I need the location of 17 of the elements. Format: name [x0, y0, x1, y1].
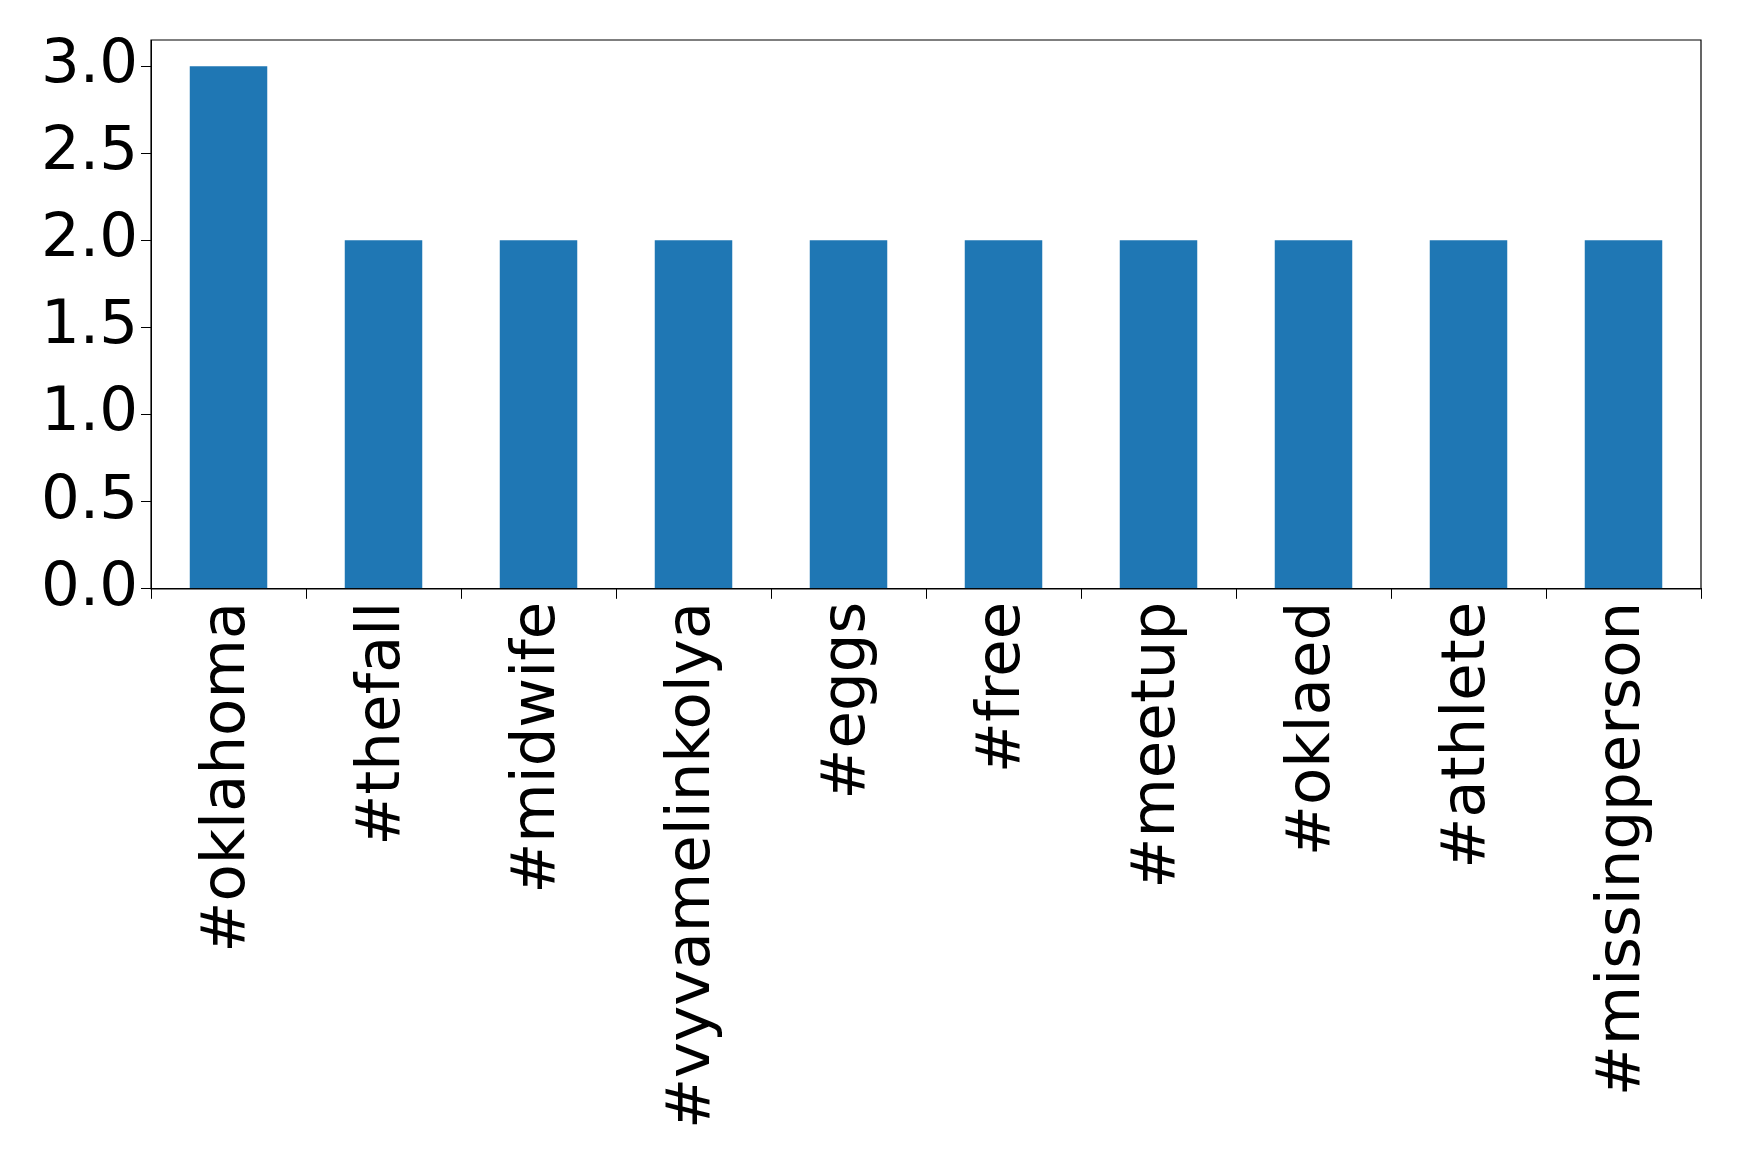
x-tick-label: #midwife	[497, 601, 569, 894]
x-tick-label: #oklahoma	[187, 601, 259, 953]
y-tick-label: 1.0	[40, 373, 139, 445]
x-tick-label: #thefall	[342, 601, 414, 846]
y-tick-label: 2.5	[40, 112, 139, 184]
x-tick-label: #free	[962, 601, 1034, 774]
x-tick-label: #athlete	[1427, 601, 1499, 869]
y-tick-label: 0.0	[40, 547, 139, 619]
x-tick-label: #vyvamelinkolya	[652, 601, 724, 1130]
y-tick-label: 2.0	[40, 199, 139, 271]
x-tick-label: #meetup	[1117, 601, 1189, 889]
y-tick-label: 1.5	[40, 286, 139, 358]
x-tick-label: #eggs	[807, 601, 879, 800]
y-tick-label: 0.5	[40, 460, 139, 532]
x-tick-label: #missingperson	[1582, 601, 1654, 1097]
x-tick-label: #oklaed	[1272, 601, 1344, 857]
y-tick-label: 3.0	[40, 24, 139, 96]
